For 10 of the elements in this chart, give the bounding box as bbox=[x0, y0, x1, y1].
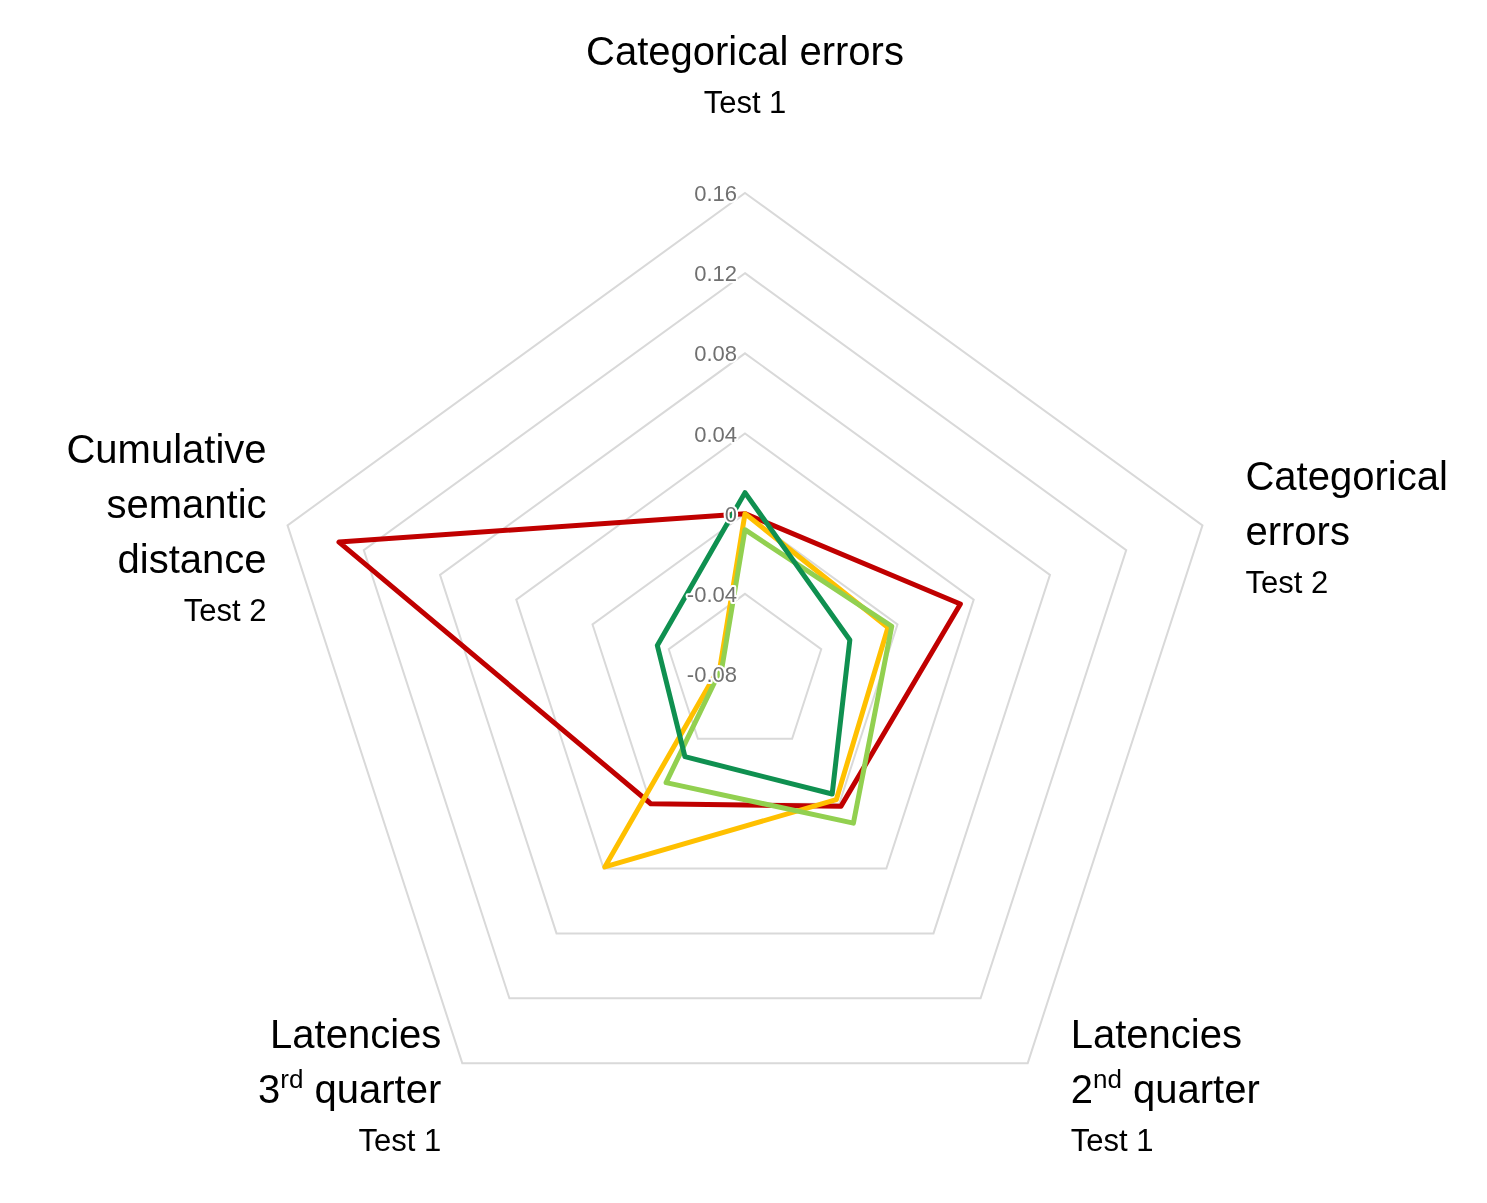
spoke-label: Categorical errors Test 2 bbox=[1245, 454, 1448, 601]
spoke-label: Cumulative semantic distance Test 2 bbox=[66, 426, 267, 628]
spoke-label: Latencies 2$^{nd}$ quarter Test 1 bbox=[1070, 1012, 1260, 1159]
y-tick-label: 0.08 bbox=[694, 341, 737, 367]
spoke-label: Categorical errors Test 1 bbox=[586, 29, 904, 120]
spoke-label: Latencies 3$^{rd}$ quarter Test 1 bbox=[258, 1012, 442, 1159]
y-tick-label: 0 bbox=[724, 501, 737, 527]
y-tick-label: 0.04 bbox=[694, 421, 737, 447]
y-tick-label: 0.12 bbox=[694, 261, 737, 287]
y-tick-label: 0.16 bbox=[694, 181, 737, 206]
